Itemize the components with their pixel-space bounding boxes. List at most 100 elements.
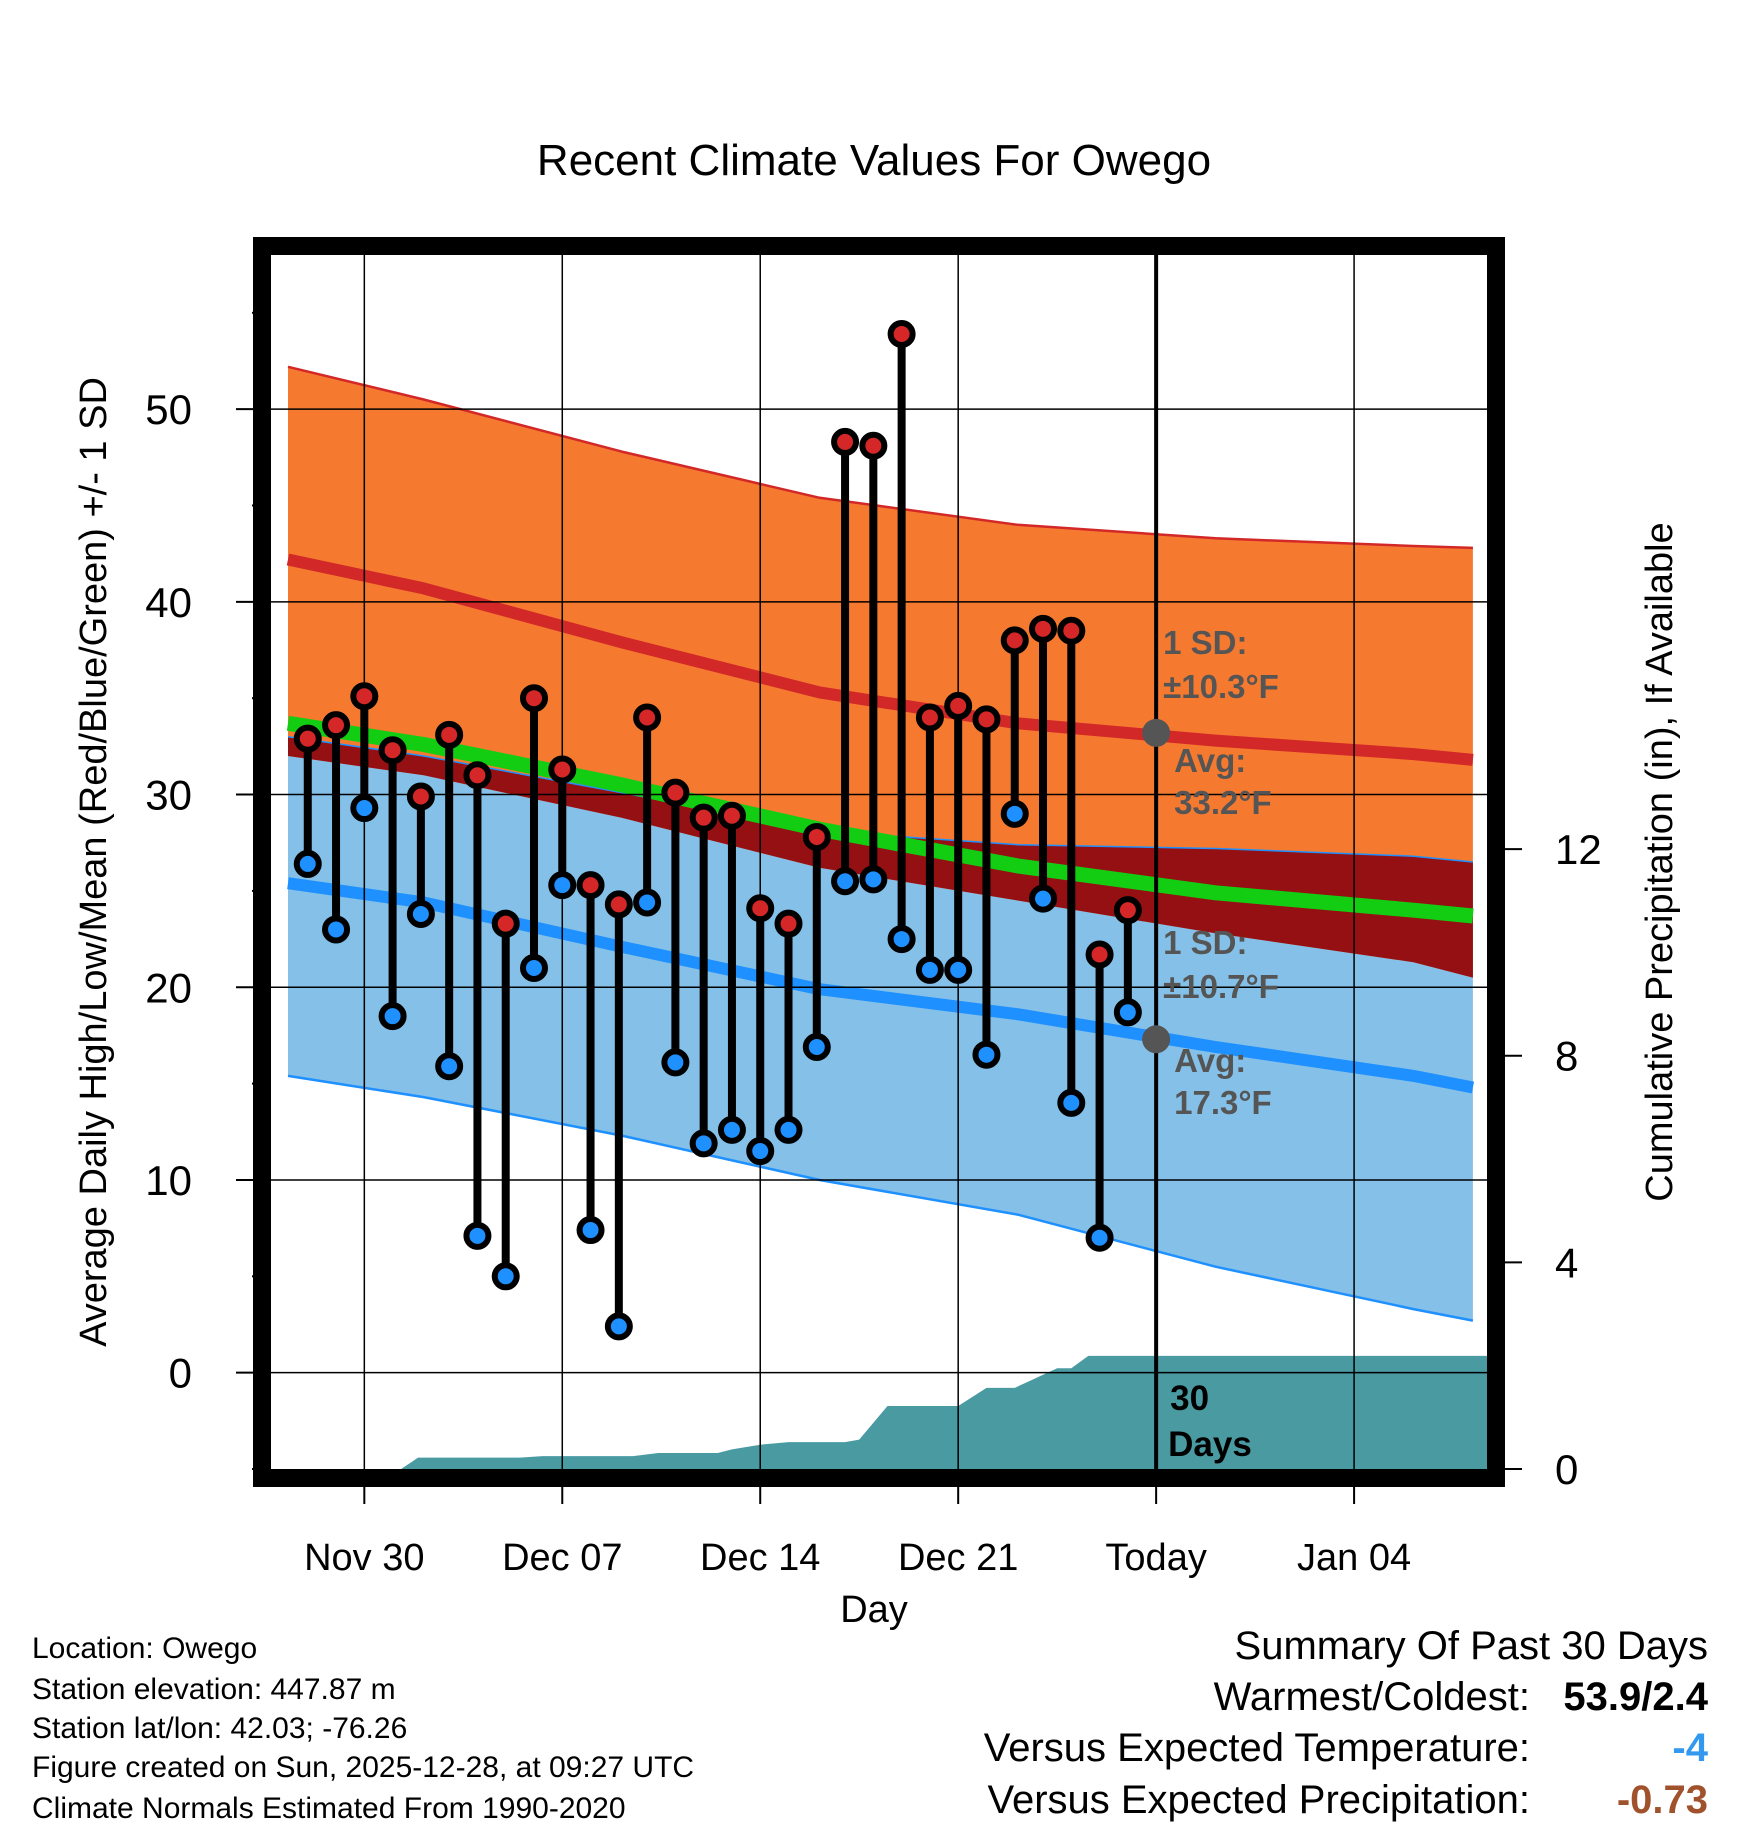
daily-high-dot: [322, 711, 351, 740]
summary-precip-value: -0.73: [1616, 1778, 1708, 1822]
info-created: Figure created on Sun, 2025-12-28, at 09…: [32, 1751, 695, 1784]
high-avg-label: Avg:: [1174, 742, 1246, 779]
daily-low-dot: [519, 953, 548, 982]
y-axis-label: Average Daily High/Low/Mean (Red/Blue/Gr…: [73, 377, 115, 1347]
x-tick-label: Dec 14: [700, 1537, 820, 1579]
daily-high-dot: [576, 871, 605, 900]
x-tick-label: Nov 30: [304, 1537, 424, 1579]
daily-low-dot: [378, 1002, 407, 1031]
days-count-label: 30: [1170, 1379, 1209, 1418]
normal-high-line: [286, 553, 1474, 766]
daily-low-dot: [774, 1115, 803, 1144]
x-axis-label: Day: [840, 1589, 908, 1631]
info-elevation: Station elevation: 447.87 m: [32, 1673, 396, 1706]
daily-high-dot: [435, 720, 464, 749]
x-tick-label: Dec 07: [502, 1537, 622, 1579]
low-avg-value: 17.3°F: [1174, 1084, 1272, 1121]
daily-high-dot: [519, 684, 548, 713]
daily-high-dot: [1113, 896, 1142, 925]
daily-low-dot: [661, 1048, 690, 1077]
y2-axis-label: Cumulative Precipitation (in), If Availa…: [1639, 522, 1681, 1201]
daily-low-dot: [831, 867, 860, 896]
daily-low-dot: [463, 1221, 492, 1250]
daily-low-dot: [548, 871, 577, 900]
daily-low-dot: [633, 888, 662, 917]
y-tick-label: 20: [145, 964, 192, 1011]
summary-precip-label: Versus Expected Precipitation:: [987, 1778, 1530, 1822]
daily-high-dot: [859, 431, 888, 460]
x-tick-label: Dec 21: [898, 1537, 1018, 1579]
daily-low-dot: [972, 1040, 1001, 1069]
daily-low-dot: [1085, 1223, 1114, 1252]
daily-high-dot: [972, 705, 1001, 734]
summary-temp-row: Versus Expected Temperature: -4: [984, 1728, 1708, 1768]
daily-low-dot: [689, 1129, 718, 1158]
daily-high-dot: [1057, 616, 1086, 645]
normal-mean-line: [286, 715, 1474, 924]
daily-high-dot: [633, 703, 662, 732]
daily-high-dot: [350, 682, 379, 711]
y2-tick-label: 0: [1555, 1446, 1578, 1493]
daily-high-dot: [406, 782, 435, 811]
daily-high-dot: [1085, 940, 1114, 969]
daily-high-dot: [491, 909, 520, 938]
daily-high-dot: [1029, 614, 1058, 643]
daily-low-dot: [491, 1262, 520, 1291]
daily-high-dot: [802, 822, 831, 851]
normal-low-line: [287, 877, 1475, 1094]
precip-area: [271, 1355, 1487, 1469]
daily-low-dot: [1000, 799, 1029, 828]
daily-low-dot: [859, 865, 888, 894]
y-tick-label: 10: [145, 1157, 192, 1204]
high-sd-band: [288, 366, 1473, 978]
x-tick-label: Today: [1105, 1537, 1206, 1579]
daily-high-dot: [378, 736, 407, 765]
info-normals: Climate Normals Estimated From 1990-2020: [32, 1792, 626, 1825]
info-latlon: Station lat/lon: 42.03; -76.26: [32, 1712, 408, 1745]
daily-low-dot: [406, 900, 435, 929]
info-location: Location: Owego: [32, 1632, 258, 1665]
summary-warmest-label: Warmest/Coldest:: [1213, 1675, 1530, 1719]
plot-frame: [253, 237, 1505, 1487]
high-upper-sd-line: [287, 365, 1473, 550]
daily-low-dot: [576, 1216, 605, 1245]
overlap-band: [288, 736, 1473, 978]
today-high-marker: [1142, 718, 1171, 747]
daily-high-dot: [746, 894, 775, 923]
daily-low-dot: [944, 955, 973, 984]
today-low-marker: [1142, 1025, 1171, 1054]
daily-high-dot: [293, 724, 322, 753]
low-upper-sd-line: [287, 735, 1473, 863]
summary-precip-row: Versus Expected Precipitation: -0.73: [987, 1780, 1708, 1820]
daily-high-dot: [604, 890, 633, 919]
daily-low-dot: [915, 955, 944, 984]
daily-high-dot: [915, 703, 944, 732]
daily-low-dot: [1113, 998, 1142, 1027]
y-tick-label: 40: [145, 579, 192, 626]
y2-tick-label: 12: [1555, 826, 1602, 873]
y2-tick-label: 8: [1555, 1033, 1578, 1080]
summary-temp-label: Versus Expected Temperature:: [983, 1726, 1530, 1770]
high-sd-value: ±10.3°F: [1163, 668, 1279, 705]
daily-high-dot: [944, 691, 973, 720]
daily-high-dot: [887, 320, 916, 349]
low-sd-label: 1 SD:: [1163, 924, 1247, 961]
daily-high-dot: [717, 801, 746, 830]
daily-high-dot: [661, 778, 690, 807]
summary-warmest-row: Warmest/Coldest: 53.9/2.4: [1214, 1677, 1708, 1717]
summary-title: Summary Of Past 30 Days: [1234, 1624, 1708, 1668]
daily-high-dot: [831, 427, 860, 456]
daily-high-dot: [774, 909, 803, 938]
chart-title: Recent Climate Values For Owego: [537, 136, 1211, 185]
y-tick-label: 30: [145, 772, 192, 819]
daily-low-dot: [293, 849, 322, 878]
summary-warmest-value: 53.9/2.4: [1563, 1675, 1708, 1719]
y-tick-label: 50: [145, 386, 192, 433]
low-avg-label: Avg:: [1174, 1042, 1246, 1079]
y2-tick-label: 4: [1555, 1239, 1578, 1286]
daily-low-dot: [746, 1137, 775, 1166]
daily-low-dot: [350, 794, 379, 823]
daily-high-dot: [548, 755, 577, 784]
daily-low-dot: [887, 925, 916, 954]
